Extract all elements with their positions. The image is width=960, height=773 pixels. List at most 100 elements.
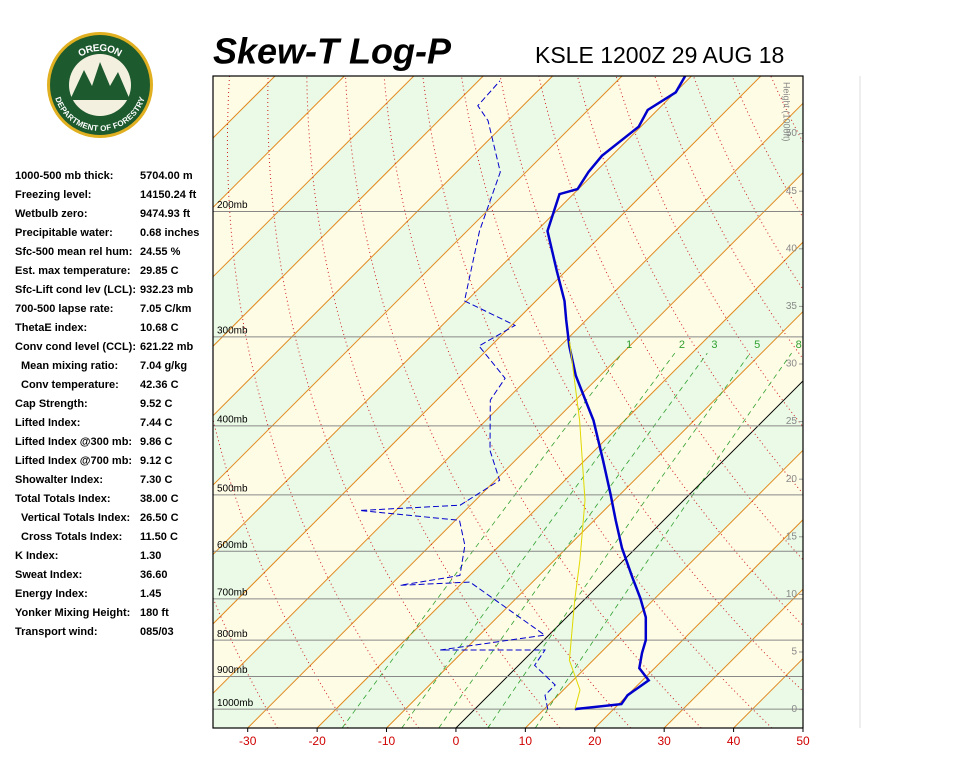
mixing-ratio-line [438, 352, 708, 728]
mixing-ratio-line [534, 352, 792, 728]
chart-subtitle: KSLE 1200Z 29 AUG 18 [535, 42, 784, 68]
pressure-label: 1000mb [217, 698, 254, 709]
dry-adiabat [925, 76, 960, 728]
height-label: 0 [791, 704, 797, 715]
pressure-label: 500mb [217, 483, 248, 494]
stat-label: Freezing level: [15, 189, 91, 201]
pressure-label: 800mb [217, 629, 248, 640]
height-label: 5 [791, 647, 797, 658]
isotherm [524, 449, 803, 728]
isotherm-band [213, 103, 803, 728]
isotherm [872, 76, 960, 728]
height-label: 15 [786, 531, 798, 542]
stat-value: 24.55 % [140, 246, 181, 258]
height-label: 50 [786, 128, 798, 139]
x-tick-label: 20 [588, 734, 602, 748]
pressure-label: 700mb [217, 587, 248, 598]
stat-value: 38.00 C [140, 493, 179, 505]
logo-top-text: OREGON [76, 42, 123, 59]
stat-value: 621.22 mb [140, 341, 193, 353]
pressure-label: 900mb [217, 665, 248, 676]
isotherm [663, 588, 803, 728]
stat-label: Cross Totals Index: [21, 531, 122, 543]
mixing-ratio-line [401, 352, 676, 728]
stat-label: 700-500 lapse rate: [15, 303, 113, 315]
isotherm [213, 76, 484, 347]
dry-adiabat [306, 76, 561, 728]
mixing-ratio-label: 3 [711, 339, 717, 351]
dry-adiabat [809, 76, 960, 728]
isotherm [316, 241, 803, 728]
x-tick-label: 0 [453, 734, 460, 748]
stat-label: K Index: [15, 550, 58, 562]
dry-adiabat [226, 76, 420, 728]
isotherm [247, 171, 803, 728]
stat-value: 085/03 [140, 626, 174, 638]
profile-line [568, 340, 586, 710]
height-label: 30 [786, 359, 798, 370]
isotherm [213, 76, 554, 417]
stat-value: 36.60 [140, 569, 168, 581]
pressure-label: 400mb [217, 414, 248, 425]
logo-top: OREGON [76, 42, 123, 59]
isotherm [213, 76, 345, 209]
stat-value: 1.30 [140, 550, 161, 562]
x-tick-label: 50 [796, 734, 810, 748]
stat-label: Cap Strength: [15, 398, 88, 410]
mixing-ratio-line [487, 352, 751, 728]
stat-label: Total Totals Index: [15, 493, 111, 505]
pressure-label: 600mb [217, 540, 248, 551]
stat-value: 9.86 C [140, 436, 172, 448]
isotherm [802, 727, 803, 728]
stat-value: 7.05 C/km [140, 303, 192, 315]
stat-label: Showalter Index: [15, 474, 103, 486]
height-label: 40 [786, 243, 798, 254]
mixing-ratio-label: 1 [626, 339, 632, 351]
dry-adiabat [576, 76, 803, 495]
dry-adiabat [383, 76, 702, 728]
stat-label: Lifted Index @700 mb: [15, 455, 132, 467]
profile-line [546, 76, 687, 711]
stat-value: 180 ft [140, 607, 169, 619]
stat-value: 26.50 C [140, 512, 179, 524]
pressure-label: 200mb [217, 200, 248, 211]
isotherm [213, 76, 415, 278]
logo-trees [70, 62, 130, 100]
isotherm [213, 76, 692, 556]
height-axis-label: Height (1000ft) [782, 82, 792, 142]
height-label: 35 [786, 301, 798, 312]
dry-adiabat [654, 76, 803, 360]
isotherm [213, 76, 623, 486]
stat-value: 11.50 C [140, 531, 178, 543]
chart-title: Skew-T Log-P [213, 31, 452, 72]
axes: 1000mb 900mb 800mb 700mb 600mb 500mb 400mb 300m… [217, 82, 810, 748]
stat-label: Sweat Index: [15, 569, 82, 581]
stat-value: 1.45 [140, 588, 161, 600]
mixing-ratio-label: 8 [796, 339, 802, 351]
isotherm [386, 310, 803, 728]
height-label: 10 [786, 589, 798, 600]
isotherm-band [803, 76, 960, 728]
height-label: 45 [786, 186, 798, 197]
stat-value: 7.04 g/kg [140, 360, 187, 372]
x-tick-label: 10 [519, 734, 533, 748]
mixing-ratio-label: 2 [679, 339, 685, 351]
x-tick-label: 40 [727, 734, 741, 748]
stat-label: 1000-500 mb thick: [15, 170, 113, 182]
stat-value: 932.23 mb [140, 284, 193, 296]
dry-adiabat [887, 76, 960, 728]
height-label: 20 [786, 474, 798, 485]
stat-value: 7.30 C [140, 474, 172, 486]
stat-label: Yonker Mixing Height: [15, 607, 130, 619]
isotherm-band [213, 76, 803, 694]
plot-area [213, 76, 803, 711]
stat-label: Conv temperature: [21, 379, 119, 391]
stat-label: Energy Index: [15, 588, 88, 600]
stat-value: 0.68 inches [140, 227, 199, 239]
mixing-ratio-line [341, 352, 623, 728]
stat-value: 42.36 C [140, 379, 179, 391]
isotherm [213, 76, 762, 625]
stat-label: Vertical Totals Index: [21, 512, 130, 524]
stat-value: 14150.24 ft [140, 189, 197, 201]
